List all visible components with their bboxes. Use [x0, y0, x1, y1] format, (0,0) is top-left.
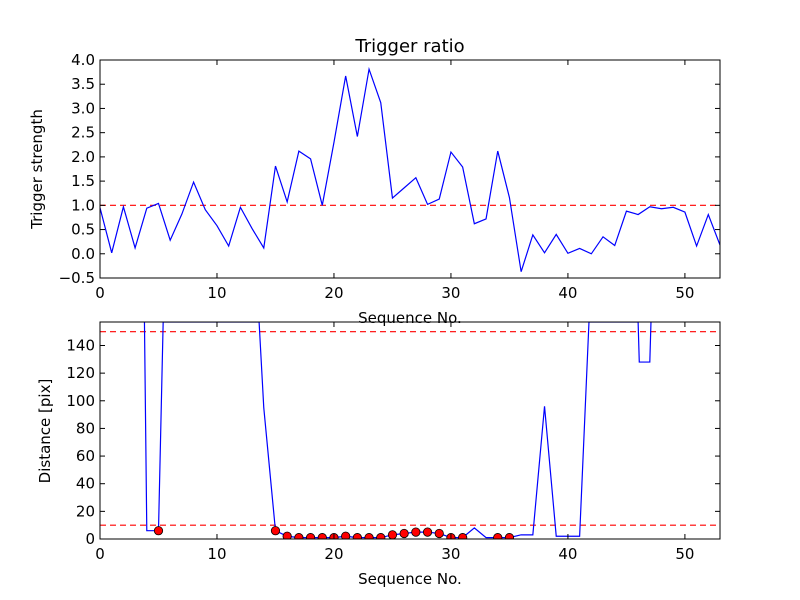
chart1-xlabel: Sequence No.: [358, 309, 462, 327]
y-tick-label: 100: [66, 392, 95, 410]
y-tick-label: 1.0: [71, 196, 95, 214]
data-point: [341, 531, 351, 539]
y-tick-label: −0.5: [59, 269, 95, 287]
y-tick-label: 0.0: [71, 245, 95, 263]
chart2-xlabel: Sequence No.: [358, 570, 462, 588]
x-tick-label: 50: [675, 284, 694, 302]
x-tick-label: 30: [441, 284, 460, 302]
x-tick-label: 30: [441, 545, 460, 563]
data-point: [376, 533, 386, 539]
x-tick-label: 0: [95, 545, 105, 563]
y-tick-label: 80: [76, 419, 95, 437]
data-point: [352, 533, 362, 539]
distance-plot: 0 10 20 30 40 50 0 20 40 60 80 100 120 140: [66, 321, 721, 563]
chart2-ylabel: Distance [pix]: [36, 379, 54, 484]
y-tick-label: 3.5: [71, 75, 95, 93]
x-tick-label: 20: [324, 545, 343, 563]
y-tick-label: 2.5: [71, 124, 95, 142]
y-tick-label: 3.0: [71, 99, 95, 117]
y-tick-label: 40: [76, 475, 95, 493]
data-point: [493, 533, 503, 539]
data-point: [434, 528, 444, 539]
data-point: [387, 530, 398, 539]
x-tick-label: 40: [558, 545, 577, 563]
y-tick-label: 1.5: [71, 172, 95, 190]
y-tick-label: 140: [66, 336, 95, 354]
data-point: [270, 526, 281, 536]
y-tick-label: 20: [76, 502, 95, 520]
x-tick-label: 40: [558, 284, 577, 302]
y-tick-label: 60: [76, 447, 95, 465]
data-point: [399, 528, 409, 539]
axes-frame: [99, 59, 721, 279]
chart1-ylabel: Trigger strength: [28, 109, 46, 230]
plot-area: [100, 322, 720, 539]
y-tick-label: 2.0: [71, 148, 95, 166]
data-point: [504, 533, 515, 539]
data-point: [282, 531, 292, 539]
data-point: [411, 527, 421, 537]
x-tick-label: 0: [95, 284, 105, 302]
data-point: [294, 533, 304, 539]
trigger-ratio-plot: 0 10 20 30 40 50 −0.5 0.0 0.5 1.0 1.5 2.0 2.5 3.0 3.5 4…: [59, 51, 721, 302]
y-tick-label: 4.0: [71, 51, 95, 69]
data-point: [458, 533, 468, 539]
data-point: [422, 527, 433, 537]
series-line: [100, 66, 720, 272]
x-tick-label: 10: [207, 545, 226, 563]
y-tick-label: 0: [85, 530, 95, 548]
data-point: [364, 533, 374, 539]
x-tick-label: 20: [324, 284, 343, 302]
chart1-title: Trigger ratio: [354, 36, 464, 57]
plot-area: [100, 66, 720, 272]
data-point: [305, 533, 316, 539]
x-tick-label: 10: [207, 284, 226, 302]
y-tick-label: 120: [66, 364, 95, 382]
x-tick-label: 50: [675, 545, 694, 563]
axes-frame: [99, 321, 721, 540]
data-point: [153, 526, 164, 536]
y-tick-label: 0.5: [71, 221, 95, 239]
data-point: [317, 533, 327, 539]
